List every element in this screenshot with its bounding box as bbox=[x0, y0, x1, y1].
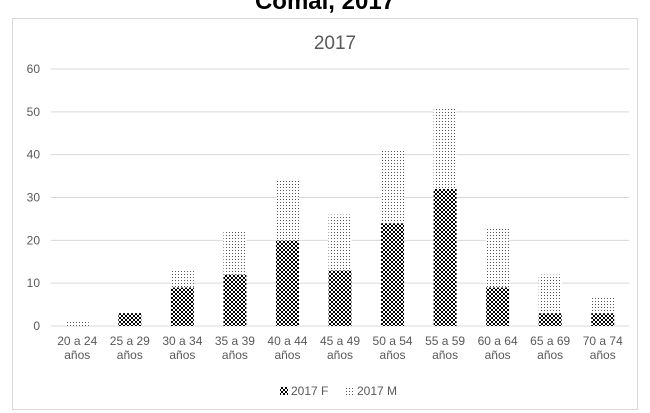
x-tick-label: años bbox=[64, 348, 90, 362]
y-tick-label: 30 bbox=[27, 191, 41, 205]
document-heading: Comal, 2017 bbox=[254, 0, 396, 15]
x-tick-label: años bbox=[537, 348, 563, 362]
x-tick-label: años bbox=[485, 348, 511, 362]
bar-m bbox=[433, 107, 457, 189]
legend-swatch-m bbox=[346, 387, 354, 395]
bar-m bbox=[328, 214, 352, 271]
bar-f bbox=[433, 188, 457, 326]
x-tick-label: 60 a 64 bbox=[478, 334, 518, 348]
x-tick-label: 25 a 29 bbox=[110, 334, 150, 348]
y-tick-label: 50 bbox=[27, 105, 41, 119]
x-tick-label: 50 a 54 bbox=[373, 334, 413, 348]
bar-f bbox=[328, 270, 352, 326]
bar-f bbox=[591, 313, 615, 326]
x-tick-label: 65 a 69 bbox=[530, 334, 570, 348]
x-tick-label: años bbox=[327, 348, 353, 362]
x-tick-label: 55 a 59 bbox=[425, 334, 465, 348]
bar-m bbox=[170, 270, 194, 288]
x-tick-label: años bbox=[590, 348, 616, 362]
bar-f bbox=[223, 274, 247, 326]
bar-f bbox=[275, 240, 299, 326]
x-tick-label: 45 a 49 bbox=[320, 334, 360, 348]
bar-f bbox=[170, 287, 194, 326]
x-tick-label: 30 a 34 bbox=[162, 334, 202, 348]
bar-m bbox=[381, 150, 405, 224]
legend-label: 2017 M bbox=[357, 384, 397, 398]
legend-swatch-f bbox=[280, 387, 288, 395]
x-tick-label: 40 a 44 bbox=[267, 334, 307, 348]
x-tick-label: años bbox=[222, 348, 248, 362]
x-tick-label: años bbox=[432, 348, 458, 362]
y-tick-label: 20 bbox=[27, 233, 41, 247]
bar-m bbox=[591, 296, 615, 314]
chart-title: 2017 bbox=[314, 33, 356, 54]
x-tick-label: 20 a 24 bbox=[57, 334, 97, 348]
chart-area: 2017 0 10 20 30 40 50 60 20 a 24 años 25 a 29 año… bbox=[12, 18, 638, 410]
bar-m bbox=[65, 321, 89, 326]
bar-m bbox=[538, 274, 562, 314]
bar-m bbox=[275, 180, 299, 241]
y-tick-label: 40 bbox=[27, 148, 41, 162]
bar-f bbox=[381, 223, 405, 326]
x-tick-label: años bbox=[380, 348, 406, 362]
x-tick-label: años bbox=[169, 348, 195, 362]
x-tick-label: 35 a 39 bbox=[215, 334, 255, 348]
x-tick-label: 70 a 74 bbox=[583, 334, 623, 348]
bar-m bbox=[223, 231, 247, 275]
bar-m bbox=[486, 227, 510, 288]
y-tick-label: 60 bbox=[27, 62, 41, 76]
x-tick-label: años bbox=[274, 348, 300, 362]
bar-f bbox=[486, 287, 510, 326]
y-tick-label: 10 bbox=[27, 276, 41, 290]
legend-label: 2017 F bbox=[291, 384, 328, 398]
bar-f bbox=[538, 313, 562, 326]
x-tick-label: años bbox=[117, 348, 143, 362]
y-tick-label: 0 bbox=[33, 319, 40, 333]
bar-f bbox=[118, 313, 142, 326]
